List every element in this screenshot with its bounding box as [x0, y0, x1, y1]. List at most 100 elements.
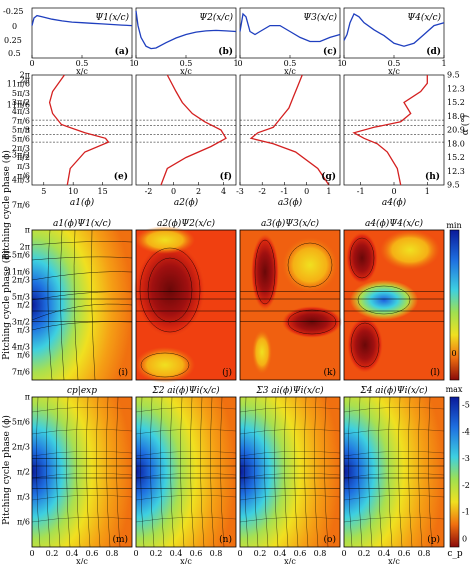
- recon-phase-tick: π/6: [17, 518, 30, 527]
- map-frame: [31, 229, 133, 381]
- recon-contour: [244, 396, 249, 548]
- mode-xtick: 0.5: [284, 59, 297, 68]
- coef-curve: [352, 75, 428, 186]
- recon-contour: [140, 396, 145, 548]
- mode-xlabel: x/c: [284, 67, 296, 76]
- mode-tag: (b): [218, 46, 233, 57]
- colorbar-modes: [449, 229, 460, 381]
- mode-xlabel: x/c: [180, 67, 192, 76]
- recon-xtick: 0: [29, 549, 34, 558]
- recon-phase-tick: 4π/3: [12, 343, 30, 352]
- recon-contour: [343, 472, 445, 479]
- coef-alpha-tick: 9.5: [447, 71, 460, 80]
- mode-xtick: 0: [237, 59, 242, 68]
- recon-contour: [31, 428, 133, 435]
- recon-contour: [180, 396, 185, 548]
- coef-xtick: -3: [236, 187, 244, 196]
- map-phase-tick: 11π/6: [7, 101, 30, 110]
- coef-xlabel: a2(ϕ): [174, 197, 199, 208]
- recon-panel-m: cp|exp (m) 0 0.2 0.4 0.6 0.8 x/c: [29, 386, 133, 564]
- coef-xlabel: a1(ϕ): [70, 197, 95, 208]
- recon-field: [136, 397, 236, 547]
- map-phase-tick: π: [25, 226, 30, 235]
- coef-curve: [160, 74, 227, 186]
- recon-xlabel: x/c: [180, 557, 192, 564]
- mode-ytick-4: 0.5: [8, 49, 21, 58]
- recon-panel-n: Σ2 ai(ϕ)Ψi(x/c) (n) 0 0.2 0.4 0.6 0.8 x/c: [133, 385, 237, 564]
- recon-title: cp|exp: [67, 386, 97, 396]
- recon-contour: [239, 428, 341, 435]
- recon-contour: [31, 406, 133, 413]
- row-reconstructions: cp|exp(m)0 0.2 0.4 0.6 0.8x/cΣ2 ai(ϕ)Ψi(x/c)…: [1, 243, 470, 564]
- coef-alpha-tick: 15.2: [447, 153, 465, 162]
- recon-panel-p: Σ4 ai(ϕ)Ψi(x/c) (p) 0 0.2 0.4 0.6 0.8 x/c: [341, 385, 445, 564]
- recon-xtick: 0: [133, 549, 138, 558]
- recon-contour: [46, 396, 51, 548]
- recon-contour: [274, 396, 279, 548]
- coef-alpha-tick: 12.3: [447, 167, 465, 176]
- coef-xtick: 4: [221, 187, 226, 196]
- mode-title: Ψ3(x/c): [303, 12, 337, 23]
- recon-tag: (m): [112, 534, 128, 545]
- recon-contour: [135, 494, 237, 501]
- recon-xtick: 0.8: [314, 549, 327, 558]
- map-annotations: a3(ϕ)Ψ3(x/c) (k): [239, 218, 341, 381]
- coef-phase-tick: 3π/2: [12, 98, 30, 107]
- recon-contour: [343, 516, 445, 523]
- recon-contour: [76, 396, 81, 548]
- recon-xtick: 0.6: [190, 549, 203, 558]
- recon-contour: [135, 406, 237, 413]
- recon-phase-tick: 2π: [20, 243, 30, 252]
- cbar-cp-tick: -2: [462, 481, 470, 490]
- recon-contour: [239, 406, 341, 413]
- map-tag: (l): [430, 367, 440, 378]
- coef-phase-tick: π/3: [17, 162, 30, 171]
- mode-xtick: 0: [133, 59, 138, 68]
- map-phase-tick: π/3: [17, 326, 30, 335]
- recon-contour: [31, 472, 133, 479]
- map-phase-tick: 2π: [20, 76, 30, 85]
- recon-contour: [96, 396, 101, 548]
- recon-contour: [36, 396, 41, 548]
- recon-contour: [343, 406, 445, 413]
- coef-alpha-tick: 18.0: [447, 112, 465, 121]
- mode-xtick: 1: [441, 59, 446, 68]
- mode-xtick: 1: [233, 59, 238, 68]
- cbar-cp-tick: -1: [462, 508, 470, 517]
- coef-xtick: 15: [97, 187, 107, 196]
- recon-panel-o: Σ3 ai(ϕ)Ψi(x/c) (o) 0 0.2 0.4 0.6 0.8 x/c: [237, 385, 341, 564]
- recon-contour: [343, 494, 445, 501]
- coef-panel-g: -3 -2 -1 0 1 a3(ϕ) (g): [236, 74, 341, 208]
- recon-contour: [343, 450, 445, 457]
- recon-contour: [254, 396, 259, 548]
- recon-contour: [220, 396, 225, 548]
- coef-xtick: 2: [196, 187, 201, 196]
- map-title: a2(ϕ)Ψ2(x/c): [157, 218, 216, 229]
- mode-xtick: 1: [129, 59, 134, 68]
- map-frame: [135, 229, 237, 381]
- coef-xtick: -1: [357, 187, 365, 196]
- recon-contour: [135, 472, 237, 479]
- mode-xtick: 0.5: [388, 59, 401, 68]
- mode-xlabel: x/c: [76, 67, 88, 76]
- coef-frame: [239, 74, 341, 186]
- map-frame: [343, 229, 445, 381]
- recon-contour: [31, 450, 133, 457]
- coef-frame: [31, 74, 133, 186]
- coef-phase-tick: π: [25, 126, 30, 135]
- map-phase-tick: π/6: [17, 351, 30, 360]
- recon-xtick: 0: [341, 549, 346, 558]
- mode-panel-1: Ψ1(x/c) (a) 0 0.5 1 x/c: [29, 7, 135, 76]
- heatmap-panel-k: [240, 230, 342, 380]
- mode-curve: [343, 12, 445, 47]
- recon-phase-tick: π: [25, 393, 30, 402]
- row-modes: Ψ1(x/c)(a)0 0.5 1x/cΨ2(x/c)(b)0 0.5 1x/cΨ3(x…: [3, 7, 447, 76]
- recon-contour: [56, 396, 61, 548]
- map-tag: (i): [118, 367, 128, 378]
- recon-xtick: 0.6: [398, 549, 411, 558]
- recon-phase-tick: π/2: [17, 468, 30, 477]
- coef-alpha-tick: 12.3: [447, 84, 465, 93]
- heatmap-panel-j: [134, 226, 236, 383]
- coef-phase-tick: 4π/3: [12, 107, 30, 116]
